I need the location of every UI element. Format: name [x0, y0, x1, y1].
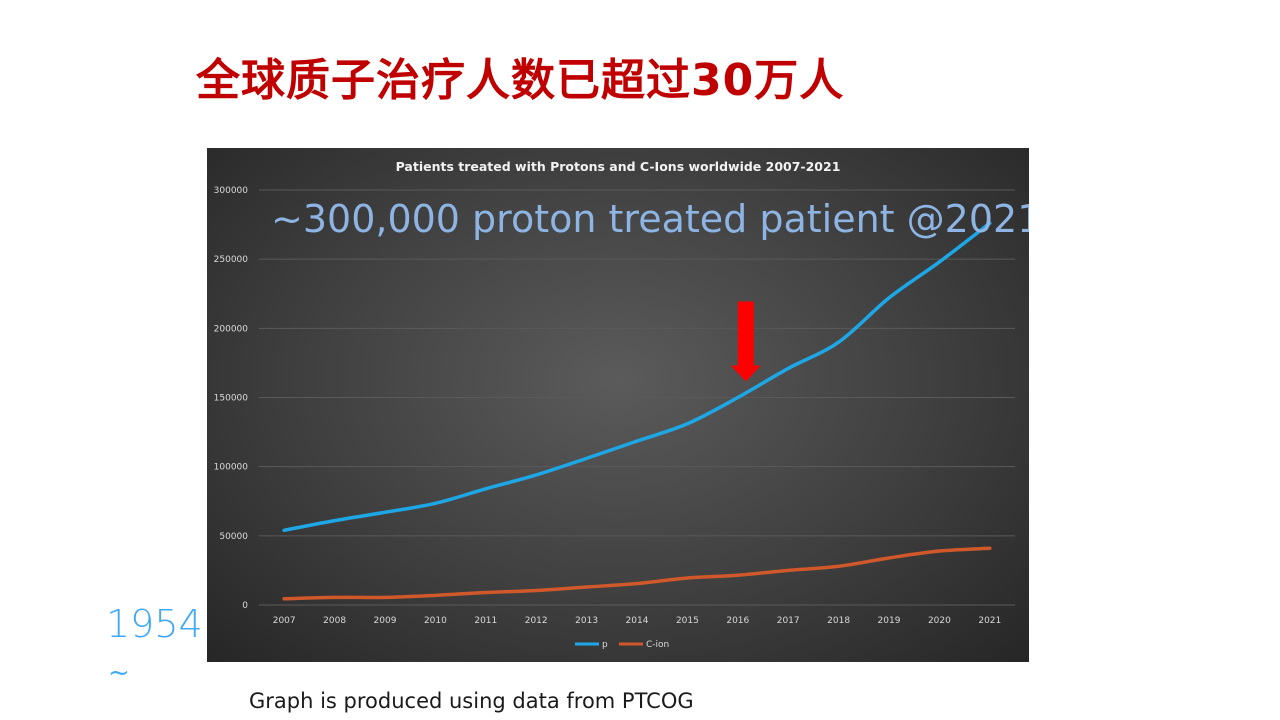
line-chart: Patients treated with Protons and C-Ions… [214, 159, 1029, 650]
x-tick-label: 2010 [424, 616, 447, 626]
chart-panel: Patients treated with Protons and C-Ions… [207, 148, 1029, 662]
x-tick-label: 2014 [626, 616, 649, 626]
side-year-label: 1954 [106, 602, 203, 646]
x-tick-label: 2017 [777, 616, 800, 626]
y-tick-label: 50000 [219, 532, 248, 542]
gridlines [259, 189, 1015, 606]
series-line-p [282, 221, 992, 533]
series-line-C-ion [282, 546, 992, 601]
highlight-arrow-shape [730, 301, 761, 382]
x-tick-label: 2015 [676, 616, 699, 626]
x-tick-label: 2020 [928, 616, 951, 626]
y-tick-label: 200000 [214, 324, 249, 334]
x-tick-label: 2012 [525, 616, 548, 626]
y-tick-label: 300000 [214, 186, 249, 196]
chart-annotation: ~300,000 proton treated patient @2021 [271, 197, 1029, 241]
x-tick-label: 2018 [827, 616, 850, 626]
y-axis-ticks: 0 50000 100000 150000 200000 250000 300000 [214, 186, 249, 611]
x-tick-label: 2008 [323, 616, 346, 626]
side-tilde: ~ [108, 658, 130, 688]
legend-label-p: p [602, 640, 608, 650]
chart-title: Patients treated with Protons and C-Ions… [396, 159, 841, 174]
x-tick-label: 2016 [726, 616, 749, 626]
x-tick-label: 2021 [978, 616, 1001, 626]
legend-label-C-ion: C-ion [646, 640, 669, 650]
y-tick-label: 150000 [214, 394, 249, 404]
x-tick-label: 2007 [273, 616, 296, 626]
x-tick-label: 2009 [374, 616, 397, 626]
x-tick-label: 2013 [575, 616, 598, 626]
chart-legend: p C-ion [575, 640, 669, 650]
slide-title: 全球质子治疗人数已超过30万人 [196, 55, 845, 106]
down-arrow-icon [730, 301, 761, 382]
y-tick-label: 100000 [214, 463, 249, 473]
source-note: Graph is produced using data from PTCOG [249, 689, 694, 713]
x-axis-ticks: 2007 2008 2009 2010 2011 2012 2013 2014 2015 2016… [273, 616, 1002, 626]
series-lines [282, 221, 992, 601]
y-tick-label: 0 [242, 601, 248, 611]
x-tick-label: 2019 [878, 616, 901, 626]
y-tick-label: 250000 [214, 255, 249, 265]
x-tick-label: 2011 [474, 616, 497, 626]
